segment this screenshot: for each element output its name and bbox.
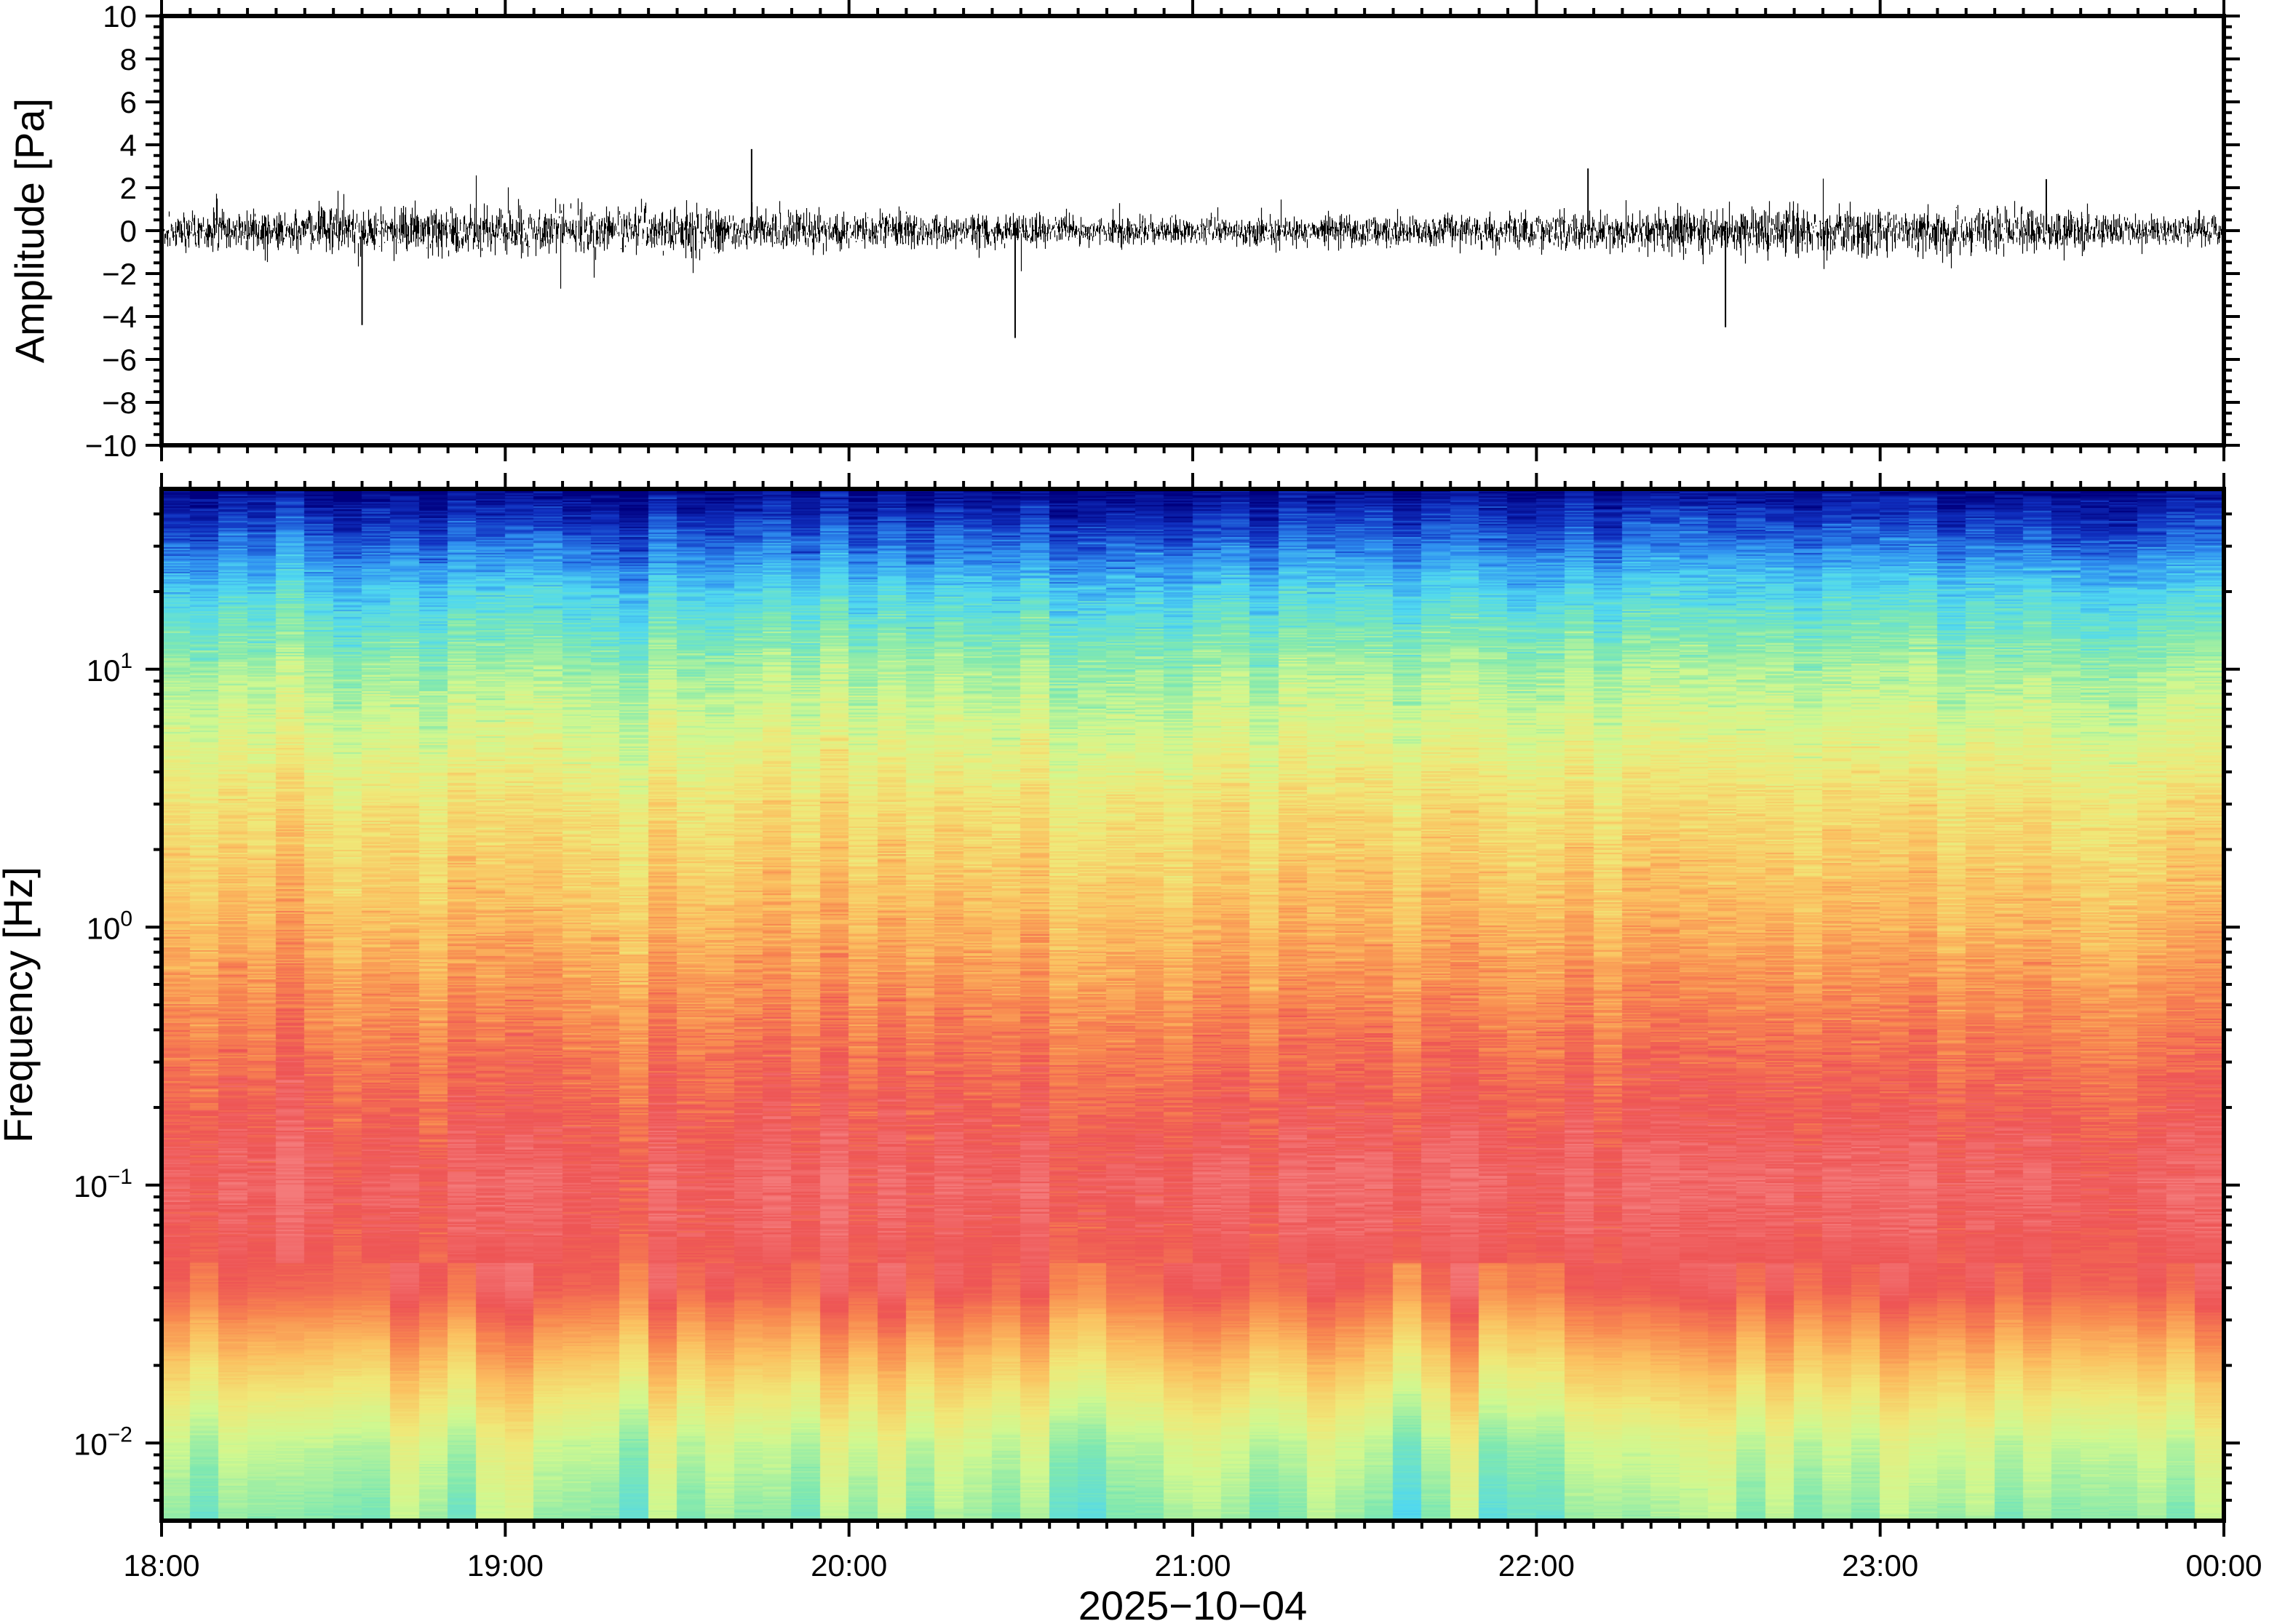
amplitude-tick-label: 8 xyxy=(120,42,137,76)
amplitude-tick-label: −10 xyxy=(85,429,137,463)
spectrogram-heatmap xyxy=(162,489,2224,1521)
waveform-series xyxy=(161,148,2225,338)
tick-exponent: −2 xyxy=(108,1422,132,1446)
amplitude-tick-label: 2 xyxy=(120,171,137,205)
amplitude-axis-title: Amplitude [Pa] xyxy=(7,98,52,363)
time-tick-label: 19:00 xyxy=(467,1548,544,1583)
amplitude-tick-label: 4 xyxy=(120,128,137,162)
tick-base: 10 xyxy=(87,911,121,945)
frequency-axis-title: Frequency [Hz] xyxy=(0,867,41,1143)
axis-ticks xyxy=(146,0,2240,1537)
tick-exponent: 1 xyxy=(120,649,132,673)
time-tick-label: 20:00 xyxy=(811,1548,887,1583)
time-tick-label: 18:00 xyxy=(123,1548,199,1583)
frequency-tick-label: 10−1 xyxy=(73,1165,132,1203)
frequency-tick-label: 10−2 xyxy=(73,1422,132,1461)
amplitude-tick-label: −6 xyxy=(102,343,137,377)
frequency-tick-label: 100 xyxy=(87,907,132,945)
amplitude-tick-label: 10 xyxy=(103,0,137,33)
amplitude-tick-label: 6 xyxy=(120,85,137,119)
time-tick-label: 21:00 xyxy=(1154,1548,1231,1583)
date-axis-title: 2025−10−04 xyxy=(1078,1583,1308,1624)
spectrogram-frame xyxy=(159,487,2226,1523)
time-tick-label: 23:00 xyxy=(1842,1548,1918,1583)
tick-exponent: 0 xyxy=(120,907,132,931)
time-tick-label: 22:00 xyxy=(1498,1548,1575,1583)
amplitude-tick-label: −8 xyxy=(102,386,137,420)
tick-exponent: −1 xyxy=(108,1165,132,1189)
amplitude-tick-label: −2 xyxy=(102,257,137,291)
amplitude-tick-label: −4 xyxy=(102,300,137,334)
waveform-trace xyxy=(161,175,2225,289)
frequency-tick-label: 101 xyxy=(87,649,132,688)
tick-base: 10 xyxy=(73,1169,108,1203)
amplitude-tick-label: 0 xyxy=(120,214,137,248)
tick-base: 10 xyxy=(73,1427,108,1461)
time-tick-label: 00:00 xyxy=(2185,1548,2262,1583)
tick-base: 10 xyxy=(87,653,121,688)
